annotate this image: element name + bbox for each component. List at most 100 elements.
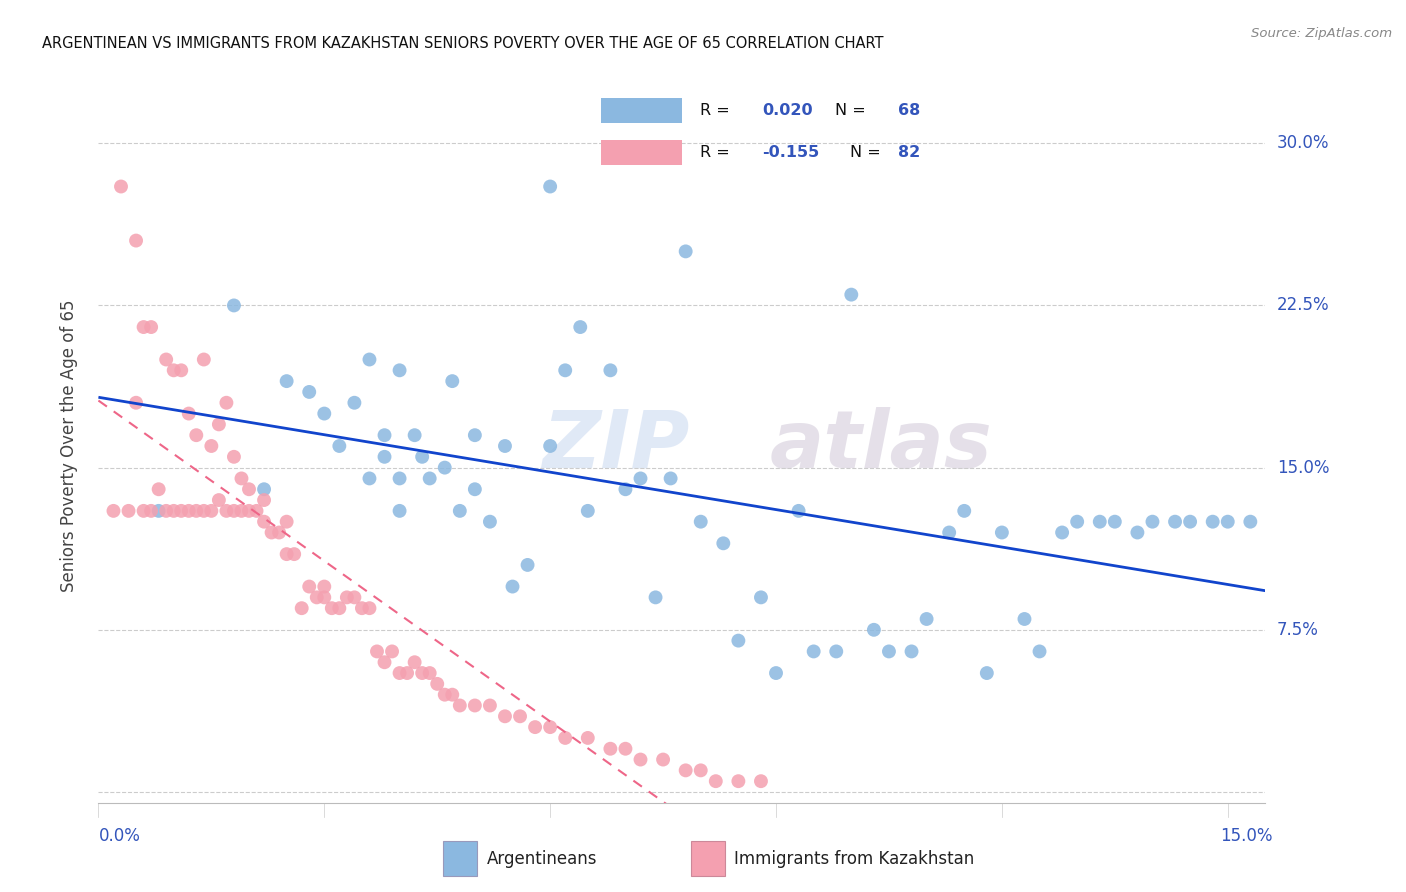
Point xyxy=(148,482,170,496)
FancyBboxPatch shape xyxy=(443,841,477,876)
Point xyxy=(509,709,531,723)
Point xyxy=(283,547,305,561)
Point xyxy=(314,580,336,594)
Text: 15.0%: 15.0% xyxy=(1220,827,1272,845)
Point xyxy=(103,504,125,518)
FancyBboxPatch shape xyxy=(602,98,682,123)
Point xyxy=(599,741,621,756)
Point xyxy=(328,601,350,615)
Point xyxy=(404,655,426,669)
Point xyxy=(1239,515,1261,529)
Point xyxy=(554,363,576,377)
Point xyxy=(787,504,810,518)
Point xyxy=(222,450,245,464)
Point xyxy=(1014,612,1036,626)
Point xyxy=(1050,525,1073,540)
Point xyxy=(877,644,900,658)
Text: -0.155: -0.155 xyxy=(762,145,820,160)
Point xyxy=(276,374,298,388)
Point xyxy=(419,471,441,485)
Text: 30.0%: 30.0% xyxy=(1277,135,1330,153)
Point xyxy=(576,731,599,745)
Point xyxy=(163,504,186,518)
Point xyxy=(117,504,139,518)
Text: 15.0%: 15.0% xyxy=(1277,458,1330,476)
Point xyxy=(253,515,276,529)
Point xyxy=(644,591,666,605)
Point xyxy=(359,471,381,485)
Point xyxy=(148,504,170,518)
Point xyxy=(388,363,411,377)
Point xyxy=(689,515,711,529)
Point xyxy=(765,666,787,681)
Point xyxy=(675,244,697,259)
Point xyxy=(186,504,208,518)
Point xyxy=(478,698,501,713)
Point xyxy=(269,525,291,540)
Point xyxy=(1028,644,1050,658)
Text: 0.0%: 0.0% xyxy=(98,827,141,845)
Point xyxy=(381,644,404,658)
Text: ZIP: ZIP xyxy=(541,407,689,485)
Point xyxy=(314,407,336,421)
Point xyxy=(630,471,652,485)
Point xyxy=(749,774,772,789)
Point xyxy=(1202,515,1225,529)
Text: 82: 82 xyxy=(897,145,920,160)
Point xyxy=(863,623,886,637)
Point xyxy=(314,591,336,605)
Point xyxy=(938,525,960,540)
Point xyxy=(177,407,200,421)
Point xyxy=(343,591,366,605)
Point xyxy=(396,666,419,681)
Point xyxy=(291,601,314,615)
Point xyxy=(208,493,231,508)
Point xyxy=(1178,515,1201,529)
Point xyxy=(321,601,343,615)
Point xyxy=(689,764,711,778)
Point xyxy=(704,774,727,789)
Point xyxy=(139,504,162,518)
Point xyxy=(155,504,177,518)
Point xyxy=(576,504,599,518)
Point xyxy=(231,471,253,485)
Point xyxy=(953,504,976,518)
Text: ARGENTINEAN VS IMMIGRANTS FROM KAZAKHSTAN SENIORS POVERTY OVER THE AGE OF 65 COR: ARGENTINEAN VS IMMIGRANTS FROM KAZAKHSTA… xyxy=(42,36,884,51)
Point xyxy=(276,547,298,561)
Point xyxy=(614,741,637,756)
Point xyxy=(419,666,441,681)
Point xyxy=(441,688,464,702)
Text: 68: 68 xyxy=(897,103,920,118)
Point xyxy=(441,374,464,388)
Point xyxy=(1216,515,1239,529)
Point xyxy=(915,612,938,626)
Point xyxy=(276,515,298,529)
Text: 0.020: 0.020 xyxy=(762,103,813,118)
Point xyxy=(464,482,486,496)
Point xyxy=(1126,525,1149,540)
Point xyxy=(652,753,675,767)
Point xyxy=(727,633,749,648)
Text: N =: N = xyxy=(851,145,886,160)
Text: Argentineans: Argentineans xyxy=(486,849,598,868)
Point xyxy=(208,417,231,432)
Point xyxy=(839,287,862,301)
Point xyxy=(554,731,576,745)
Point xyxy=(538,439,561,453)
Point xyxy=(524,720,547,734)
Point xyxy=(200,439,222,453)
Point xyxy=(245,504,267,518)
Point xyxy=(215,396,238,410)
Point xyxy=(253,493,276,508)
Point xyxy=(494,709,516,723)
Point xyxy=(350,601,373,615)
Point xyxy=(711,536,734,550)
Point xyxy=(464,428,486,442)
Point xyxy=(125,234,148,248)
FancyBboxPatch shape xyxy=(602,140,682,165)
Point xyxy=(359,352,381,367)
Y-axis label: Seniors Poverty Over the Age of 65: Seniors Poverty Over the Age of 65 xyxy=(59,300,77,592)
Point xyxy=(388,471,411,485)
Point xyxy=(359,601,381,615)
Point xyxy=(366,644,388,658)
